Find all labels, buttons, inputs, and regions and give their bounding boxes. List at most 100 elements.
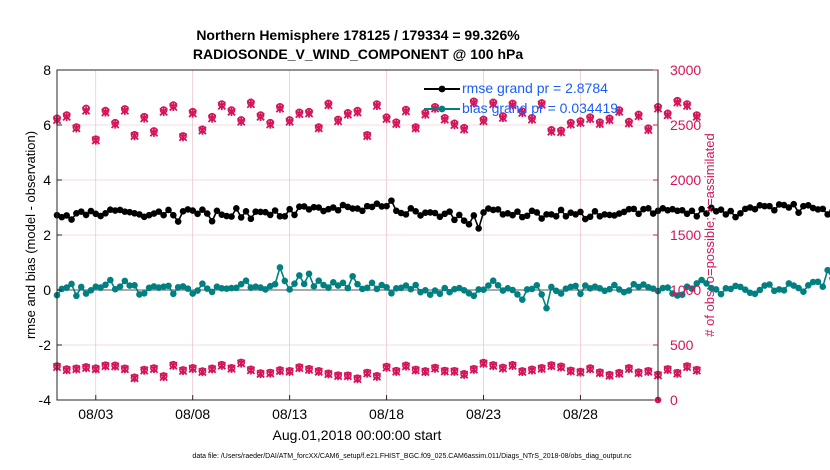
obs-assimilated-marker [333, 116, 343, 126]
rmse-point [228, 213, 235, 220]
obs-assimilated-marker [217, 101, 227, 110]
rmse-point [276, 213, 284, 220]
bias-point [392, 285, 400, 292]
chart-title-line1: Northern Hemisphere 178125 / 179334 = 99… [196, 27, 520, 43]
rmse-point [417, 212, 424, 219]
bias-point [509, 286, 516, 294]
rmse-point [635, 210, 642, 218]
obs-assimilated-marker [595, 119, 605, 129]
rmse-point [475, 225, 482, 232]
bias-point [354, 280, 361, 288]
legend-bias-marker [438, 105, 446, 113]
obs-assimilated-marker [682, 101, 692, 110]
obs-assimilated-marker [275, 366, 285, 376]
rmse-point [121, 208, 129, 215]
obs-assimilated-marker [372, 372, 382, 381]
bias-point [402, 282, 410, 289]
obs-assimilated-marker [401, 362, 411, 371]
bias-point [775, 286, 783, 293]
obs-assimilated-marker [285, 367, 294, 376]
obs-assimilated-marker [518, 108, 527, 118]
obs-assimilated-marker [120, 364, 130, 374]
bias-point [286, 286, 293, 293]
left-axis-label: rmse and bias (model - observation) [23, 131, 38, 339]
obs-assimilated-marker [469, 98, 479, 108]
rmse-point [674, 207, 681, 215]
rmse-point [489, 206, 497, 214]
rmse-point [533, 209, 541, 216]
rmse-point [102, 209, 109, 217]
obs-assimilated-marker [576, 368, 585, 377]
bias-point [577, 290, 584, 298]
bias-point [300, 280, 308, 288]
obs-assimilated-marker [120, 106, 130, 115]
bias-point [470, 292, 478, 300]
x-tick-label: 08/03 [78, 406, 113, 422]
bias-point [111, 285, 119, 293]
bias-point [737, 283, 744, 291]
rmse-point [785, 204, 793, 211]
rmse-point [107, 206, 114, 213]
rmse-point [407, 205, 415, 212]
rmse-point [378, 203, 386, 210]
rmse-point [703, 210, 710, 217]
obs-assimilated-marker [295, 363, 304, 373]
rmse-point [194, 210, 201, 218]
rmse-point [766, 202, 773, 210]
bias-point [422, 286, 429, 294]
right-tick-label: 2500 [670, 117, 701, 133]
bias-point [572, 282, 579, 290]
bias-point [102, 281, 109, 289]
obs-assimilated-marker [488, 361, 498, 371]
bias-point [116, 283, 124, 291]
bias-point [291, 280, 298, 287]
rmse-point [557, 206, 565, 214]
bias-point [262, 286, 269, 293]
bias-point [712, 286, 720, 293]
series-layer [52, 96, 830, 404]
footer-data-file: data file: /Users/raeder/DAI/ATM_forcXX/… [192, 453, 632, 460]
rmse-point [649, 210, 657, 217]
bias-point [82, 290, 90, 297]
obs-assimilated-marker [498, 113, 508, 123]
rmse-point [266, 211, 274, 219]
x-tick-label: 08/08 [175, 406, 210, 422]
bias-point [814, 278, 822, 286]
bias-point [795, 284, 802, 292]
obs-assimilated-marker [159, 107, 168, 117]
bias-point [518, 296, 526, 303]
obs-assimilated-marker [605, 115, 614, 125]
rmse-point [368, 203, 376, 211]
bias-point [242, 277, 250, 284]
rmse-point [761, 202, 768, 210]
rmse-point [640, 205, 647, 213]
rmse-point [756, 202, 764, 209]
bias-point [334, 282, 342, 289]
obs-assimilated-marker [566, 120, 575, 129]
obs-assimilated-marker [324, 369, 333, 379]
rmse-point [591, 208, 599, 215]
bias-point [296, 272, 303, 279]
rmse-point [790, 200, 798, 208]
rmse-point [795, 209, 802, 217]
obs-assimilated-marker [343, 110, 353, 119]
obs-assimilated-marker [266, 369, 275, 378]
bias-point [688, 285, 696, 292]
bias-point [315, 277, 323, 284]
rmse-point [771, 206, 778, 214]
rmse-point [82, 211, 90, 219]
bias-point [611, 281, 618, 289]
rmse-point [203, 210, 211, 217]
bias-point [68, 280, 75, 288]
obs-assimilated-marker [556, 127, 566, 137]
bias-point [320, 281, 327, 289]
obs-assimilated-marker [207, 114, 217, 123]
rmse-point [727, 207, 735, 215]
obs-assimilated-marker [614, 369, 624, 378]
obs-assimilated-marker [537, 100, 546, 109]
obs-assimilated-marker [188, 109, 197, 118]
obs-assimilated-marker [101, 361, 110, 371]
obs-assimilated-marker [430, 364, 440, 373]
obs-assimilated-marker [624, 364, 634, 374]
rmse-point [523, 212, 531, 220]
